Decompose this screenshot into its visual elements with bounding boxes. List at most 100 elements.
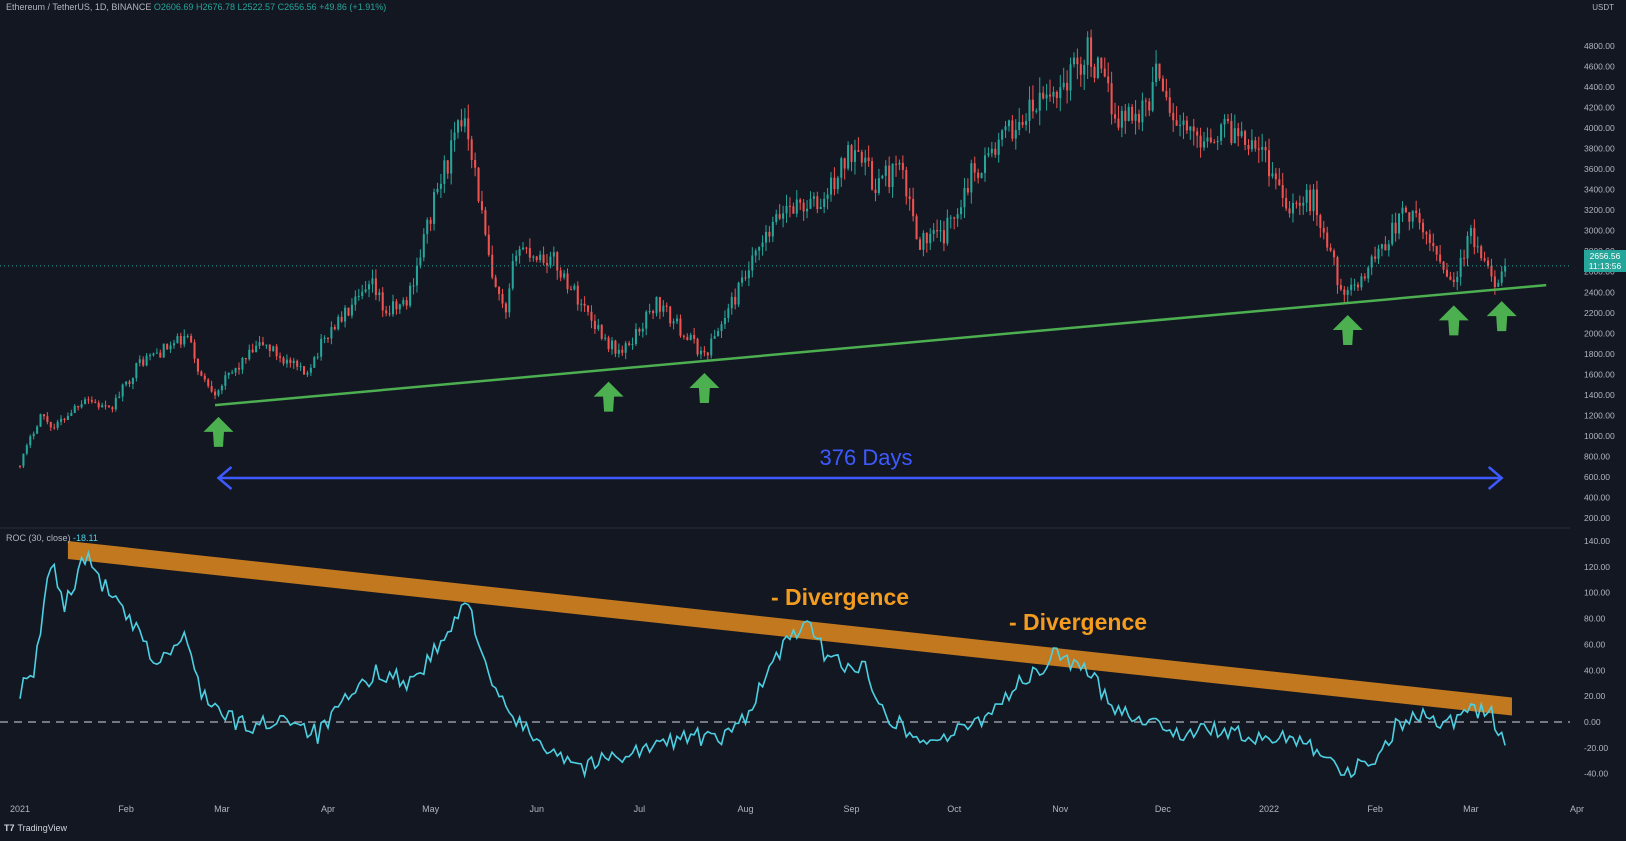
candle-body — [155, 352, 158, 354]
candle-body — [1500, 271, 1503, 283]
roc-title[interactable]: ROC (30, close) — [6, 533, 71, 543]
support-arrow-icon — [1486, 301, 1517, 332]
candle-body — [652, 310, 655, 314]
candle-body — [80, 404, 83, 408]
candle-body — [1100, 57, 1103, 69]
candle-body — [559, 270, 562, 278]
candle-body — [25, 445, 28, 454]
ohlc-open: O2606.69 — [153, 2, 194, 12]
candle-body — [200, 371, 203, 376]
candle-body — [949, 217, 952, 219]
branding-text: TradingView — [17, 823, 68, 833]
candle-body — [973, 163, 976, 173]
candle-body — [282, 357, 285, 364]
candle-body — [487, 234, 490, 255]
candle-body — [1421, 222, 1425, 233]
candle-body — [771, 221, 774, 237]
candle-body — [1185, 120, 1188, 131]
candle-body — [231, 372, 234, 374]
candle-body — [922, 233, 925, 250]
tradingview-logo[interactable]: T7 TradingView — [4, 823, 67, 833]
candle-body — [426, 219, 429, 235]
candle-body — [522, 247, 525, 250]
candle-body — [908, 196, 911, 200]
candle-body — [737, 282, 740, 305]
candle-body — [775, 214, 778, 222]
symbol-title[interactable]: Ethereum / TetherUS, 1D, BINANCE — [6, 2, 152, 12]
candle-body — [1350, 284, 1353, 291]
candle-body — [395, 301, 398, 310]
candle-body — [337, 316, 340, 330]
candle-body — [782, 213, 785, 219]
candle-body — [326, 337, 330, 339]
candle-body — [888, 165, 891, 187]
candle-body — [857, 150, 860, 152]
candle-body — [946, 217, 949, 244]
candle-body — [877, 178, 880, 194]
candle-body — [1469, 227, 1472, 236]
candle-body — [179, 336, 182, 345]
candle-body — [1018, 122, 1021, 131]
candle-body — [624, 343, 627, 353]
candle-body — [258, 342, 261, 346]
candle-body — [169, 345, 172, 350]
candle-body — [1343, 289, 1346, 295]
candle-body — [251, 349, 254, 353]
candle-body — [344, 307, 347, 322]
candle-body — [1466, 235, 1469, 259]
candle-body — [1312, 189, 1315, 212]
candle-body — [1233, 128, 1236, 144]
candle-body — [125, 381, 128, 385]
x-tick-label: Mar — [1463, 804, 1479, 814]
candle-body — [101, 405, 104, 408]
currency-label[interactable]: USDT — [1592, 3, 1614, 12]
candle-body — [706, 352, 709, 356]
candle-body — [641, 328, 644, 332]
candle-body — [942, 230, 945, 244]
roc-tick-label: 60.00 — [1584, 639, 1606, 649]
candle-body — [580, 303, 583, 305]
candle-body — [1322, 228, 1325, 233]
candle-body — [925, 233, 928, 244]
roc-tick-label: 140.00 — [1584, 536, 1610, 546]
candle-body — [915, 216, 918, 240]
candle-body — [422, 234, 425, 258]
candle-body — [248, 349, 251, 360]
candle-body — [1445, 269, 1448, 277]
candle-body — [566, 273, 569, 290]
candle-body — [867, 157, 870, 162]
candle-body — [552, 252, 555, 257]
candle-body — [1250, 140, 1253, 150]
candle-body — [1155, 63, 1158, 82]
candle-body — [768, 231, 771, 237]
candle-body — [1014, 130, 1017, 139]
candle-body — [634, 328, 637, 344]
candle-body — [227, 372, 230, 376]
candle-body — [1305, 189, 1308, 203]
candle-body — [871, 161, 874, 190]
candle-body — [347, 307, 350, 316]
ohlc-high: H2676.78 — [195, 2, 236, 12]
x-tick-label: Aug — [737, 804, 753, 814]
candle-body — [29, 436, 32, 446]
candle-body — [477, 167, 480, 202]
candle-body — [53, 427, 56, 429]
candle-body — [1202, 141, 1206, 148]
candle-body — [186, 335, 189, 337]
candles — [18, 29, 1507, 469]
candle-body — [829, 177, 833, 195]
candle-body — [1223, 118, 1226, 125]
candle-body — [1055, 91, 1058, 99]
x-tick-label: Dec — [1155, 804, 1172, 814]
axes: 2021 Feb Mar Apr May Jun Jul Aug Sep Oct Nov Dec 202… — [10, 41, 1615, 814]
candle-body — [1045, 94, 1048, 99]
candle-body — [1456, 276, 1459, 283]
candle-body — [207, 379, 210, 386]
candle-body — [501, 293, 504, 304]
x-tick-label: Feb — [118, 804, 134, 814]
x-tick-label: Apr — [1570, 804, 1584, 814]
candle-body — [1418, 213, 1421, 223]
candle-body — [1319, 215, 1322, 229]
candle-body — [1285, 197, 1288, 209]
